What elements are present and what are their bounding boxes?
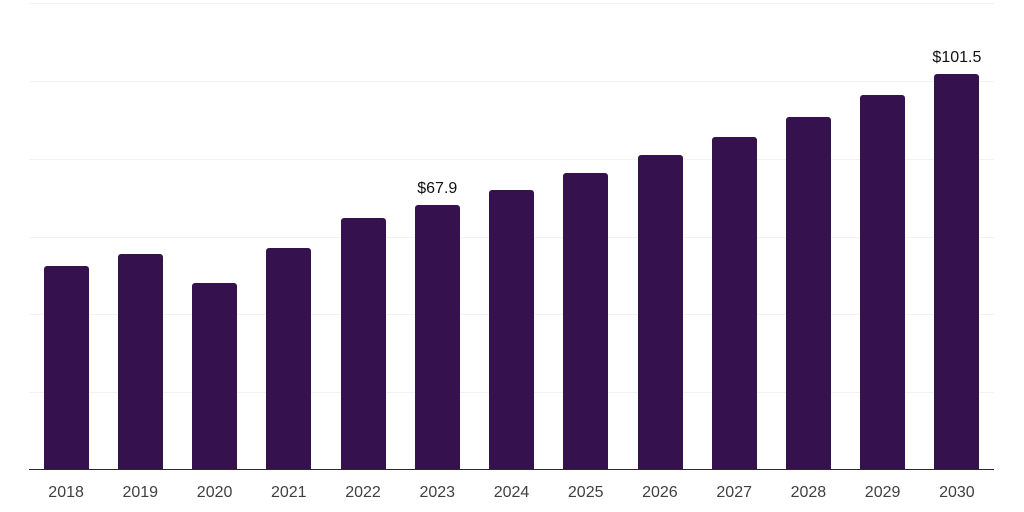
x-tick-label-2030: 2030 <box>939 484 975 501</box>
bar-2027 <box>711 136 757 469</box>
bar-value-label-2023: $67.9 <box>417 179 458 197</box>
bar-2019 <box>117 254 163 469</box>
x-tick-label-2027: 2027 <box>716 484 752 501</box>
plot-area: $67.9 $101.5 <box>29 3 994 470</box>
bar-2021 <box>266 248 312 469</box>
x-tick-label-2022: 2022 <box>345 484 381 501</box>
bar-2026 <box>637 154 683 469</box>
gridline-100 <box>29 80 994 82</box>
x-tick-label-2025: 2025 <box>567 484 604 501</box>
bar-2020 <box>192 283 238 469</box>
x-tick-label-2023: 2023 <box>419 484 456 501</box>
x-tick-label-2029: 2029 <box>864 484 901 501</box>
x-tick-label-2020: 2020 <box>196 484 233 501</box>
bar-2025 <box>563 172 609 469</box>
bar-2029 <box>860 95 906 469</box>
x-tick-label-2018: 2018 <box>48 484 84 501</box>
gridline-80 <box>29 158 994 160</box>
x-tick-label-2028: 2028 <box>790 484 827 501</box>
x-tick-label-2026: 2026 <box>642 484 678 501</box>
bar-2023 <box>414 204 460 469</box>
bar-2028 <box>785 117 831 469</box>
bar-2024 <box>489 189 534 469</box>
bar-value-label-2030: $101.5 <box>932 49 982 66</box>
x-tick-label-2024: 2024 <box>493 484 530 501</box>
bar-2030 <box>934 74 980 469</box>
x-axis-line <box>29 469 994 470</box>
bar-2018 <box>43 265 89 469</box>
gridline-120 <box>29 3 994 4</box>
bar-2022 <box>340 217 386 469</box>
x-tick-label-2021: 2021 <box>270 484 307 501</box>
x-tick-label-2019: 2019 <box>122 484 159 501</box>
